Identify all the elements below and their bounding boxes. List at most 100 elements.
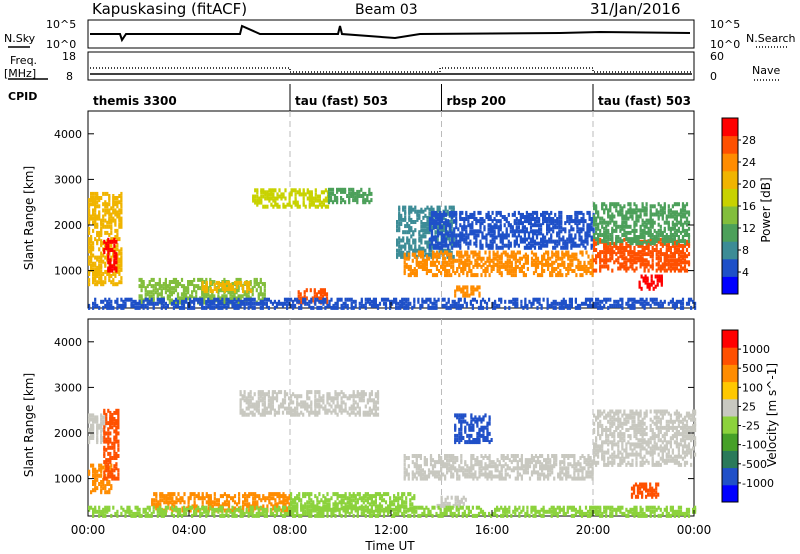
range-cell [396, 228, 399, 233]
range-cell [245, 301, 248, 306]
range-cell [233, 494, 237, 499]
range-cell [152, 301, 155, 306]
range-cell [102, 480, 105, 484]
range-cell [247, 294, 250, 299]
range-cell [96, 241, 99, 246]
range-cell [405, 303, 408, 308]
range-cell [578, 210, 581, 215]
range-cell [90, 263, 93, 268]
range-cell [179, 500, 182, 505]
range-cell [354, 400, 357, 405]
range-cell [105, 431, 108, 436]
range-cell [647, 218, 650, 223]
range-cell [239, 400, 242, 405]
range-cell [277, 299, 281, 304]
range-cell [310, 305, 313, 310]
range-cell [398, 207, 401, 212]
range-cell [310, 192, 313, 197]
range-cell [400, 213, 403, 218]
range-cell [229, 292, 232, 297]
range-cell [117, 415, 120, 419]
range-cell [107, 462, 110, 467]
range-cell [493, 217, 496, 221]
range-cell [659, 268, 662, 273]
ytick-label: 2000 [54, 219, 82, 232]
range-cell [467, 223, 470, 228]
range-cell [633, 246, 636, 250]
range-cell [235, 277, 238, 282]
range-cell [94, 224, 97, 229]
range-cell [352, 398, 355, 403]
range-cell [653, 235, 656, 239]
range-cell [580, 235, 583, 240]
range-cell [272, 194, 275, 199]
range-cell [470, 287, 473, 292]
range-cell [322, 406, 325, 411]
range-cell [643, 228, 646, 233]
range-cell [117, 439, 120, 444]
range-cell [199, 277, 202, 282]
range-cell [617, 303, 620, 308]
range-cell [88, 440, 91, 445]
range-cell [554, 239, 557, 244]
range-cell [625, 216, 628, 221]
range-cell [679, 264, 683, 269]
range-cell [643, 208, 646, 213]
range-cell [344, 301, 347, 306]
range-cell [257, 282, 260, 286]
range-cell [459, 243, 462, 248]
range-cell [546, 217, 549, 221]
range-cell [92, 488, 95, 493]
range-cell [111, 445, 114, 450]
range-cell [447, 231, 450, 236]
range-cell [268, 188, 271, 193]
range-cell [615, 228, 618, 233]
range-cell [120, 263, 123, 268]
range-cell [354, 412, 357, 417]
range-cell [370, 191, 373, 196]
range-cell [641, 243, 644, 248]
range-cell [209, 277, 212, 282]
range-cell [617, 299, 620, 304]
range-cell [430, 217, 434, 221]
range-cell [92, 473, 95, 478]
range-cell [104, 218, 107, 223]
range-cell [675, 250, 678, 255]
range-cell [566, 215, 569, 219]
range-cell [290, 297, 293, 302]
range-cell [269, 402, 272, 407]
range-cell [102, 224, 105, 229]
range-cell [584, 299, 588, 304]
range-cell [508, 264, 511, 269]
range-cell [466, 256, 469, 261]
range-cell [296, 400, 299, 405]
range-cell [239, 392, 242, 397]
range-cell [601, 202, 604, 207]
range-cell [110, 299, 113, 304]
range-cell [96, 239, 99, 244]
range-cell [447, 297, 450, 302]
range-cell [270, 202, 273, 207]
range-cell [611, 241, 614, 246]
range-cell [531, 235, 535, 240]
range-cell [506, 258, 509, 263]
range-cell [582, 243, 585, 248]
freq-panel-frame [87, 51, 695, 81]
range-cell [238, 492, 241, 497]
range-cell [443, 243, 446, 248]
range-cell [541, 273, 544, 278]
range-cell [189, 297, 192, 302]
range-cell [405, 262, 408, 267]
range-cell [302, 400, 305, 405]
range-cell [175, 500, 178, 505]
range-cell [646, 278, 649, 283]
range-cell [487, 223, 490, 228]
range-cell [336, 400, 339, 405]
range-cell [207, 500, 210, 505]
range-cell [437, 217, 440, 221]
range-cell [629, 208, 632, 213]
range-cell [332, 408, 335, 413]
range-cell [244, 502, 247, 507]
range-cell [533, 223, 537, 228]
range-cell [410, 220, 413, 224]
